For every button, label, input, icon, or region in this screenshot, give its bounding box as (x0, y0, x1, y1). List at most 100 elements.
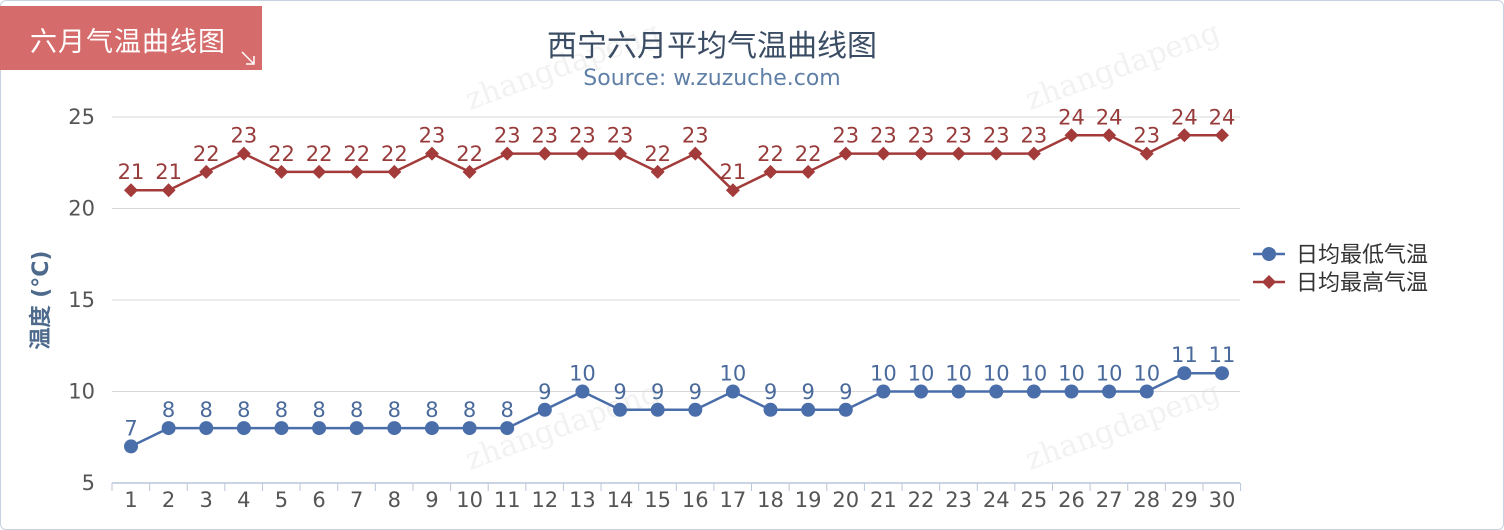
y-tick-label: 15 (68, 288, 95, 312)
arrow-down-right-icon (241, 51, 255, 65)
low-temp-label: 11 (1209, 343, 1236, 367)
high-temp-point (650, 164, 665, 179)
low-temp-label: 10 (1133, 362, 1160, 386)
low-temp-point (349, 421, 364, 436)
high-temp-label: 21 (118, 160, 145, 184)
x-axis: 1 2 3 4 5 6 7 8 9 10 11 12 13 14 15 16 17 18 19 20 21 22 23 24 2… (111, 482, 1242, 512)
x-tick-label: 6 (312, 488, 325, 512)
x-tick-label: 17 (720, 488, 747, 512)
x-tick-label: 25 (1021, 488, 1048, 512)
high-temp-point (500, 146, 515, 161)
high-temp-label: 23 (832, 124, 859, 148)
legend-label: 日均最高气温 (1296, 271, 1428, 296)
high-temp-label: 23 (682, 124, 709, 148)
low-temp-point (801, 402, 816, 417)
x-tick-label: 21 (870, 488, 897, 512)
low-temp-point (161, 421, 176, 436)
x-tick-label: 1 (124, 488, 137, 512)
chart-title: 西宁六月平均气温曲线图 (547, 29, 877, 64)
high-temp-point (236, 146, 251, 161)
x-tick-label: 29 (1171, 488, 1198, 512)
high-temp-label: 23 (607, 124, 634, 148)
y-tick-label: 25 (68, 105, 95, 129)
low-temp-point (1102, 384, 1117, 399)
high-temp-label: 22 (306, 142, 333, 166)
x-tick-label: 28 (1133, 488, 1160, 512)
high-temp-label: 22 (343, 142, 370, 166)
x-tick-label: 30 (1209, 488, 1236, 512)
high-temp-point (349, 164, 364, 179)
low-temp-point (989, 384, 1004, 399)
low-temp-label: 8 (425, 398, 438, 422)
low-temp-label: 10 (908, 362, 935, 386)
x-tick-label: 8 (388, 488, 401, 512)
low-temp-point (876, 384, 891, 399)
x-tick-label: 15 (644, 488, 671, 512)
low-temp-label: 8 (162, 398, 175, 422)
high-temp-label: 23 (1021, 124, 1048, 148)
high-temp-point (199, 164, 214, 179)
x-tick-label: 16 (682, 488, 709, 512)
high-temp-label: 23 (945, 124, 972, 148)
high-temp-label: 22 (456, 142, 483, 166)
low-temp-label: 11 (1171, 343, 1198, 367)
low-temp-point (1177, 366, 1192, 381)
x-tick-label: 14 (607, 488, 634, 512)
y-axis-ticks: 5 10 15 20 25 (68, 105, 95, 495)
low-temp-point (124, 439, 138, 454)
low-temp-label: 9 (839, 380, 852, 404)
high-temp-point (763, 164, 778, 179)
low-temp-point (838, 402, 853, 417)
low-temp-label: 7 (124, 416, 137, 440)
y-tick-label: 5 (82, 471, 95, 495)
high-temp-point (1026, 146, 1041, 161)
x-tick-label: 4 (237, 488, 250, 512)
low-temp-point (274, 421, 289, 436)
high-temp-point (312, 164, 327, 179)
low-temp-label: 10 (870, 362, 897, 386)
low-temp-point (1214, 366, 1229, 381)
x-tick-label: 11 (494, 488, 521, 512)
low-temp-label: 9 (764, 380, 777, 404)
high-temp-label: 24 (1171, 105, 1198, 129)
low-temp-point (725, 384, 740, 399)
low-temp-point (914, 384, 929, 399)
high-temp-point (161, 183, 176, 198)
x-tick-label: 23 (945, 488, 972, 512)
x-tick-label: 12 (531, 488, 558, 512)
low-temp-label: 10 (1096, 362, 1123, 386)
chart-subtitle: Source: w.zuzuche.com (583, 66, 840, 91)
tab-label: 六月气温曲线图 (30, 27, 226, 58)
low-temp-point (951, 384, 966, 399)
high-temp-point (387, 164, 402, 179)
x-tick-label: 2 (162, 488, 175, 512)
low-temp-label: 8 (312, 398, 325, 422)
high-temp-point (1177, 128, 1192, 143)
x-tick-label: 26 (1058, 488, 1085, 512)
x-tick-label: 13 (569, 488, 596, 512)
high-temp-label: 22 (644, 142, 671, 166)
high-temp-label: 22 (757, 142, 784, 166)
low-temp-point (462, 421, 477, 436)
x-tick-label: 3 (200, 488, 213, 512)
high-temp-label: 24 (1209, 105, 1236, 129)
x-tick-label: 10 (456, 488, 483, 512)
low-temp-label: 9 (613, 380, 626, 404)
chart-tab[interactable]: 六月气温曲线图 (0, 6, 262, 70)
low-temp-label: 10 (1021, 362, 1048, 386)
low-temp-point (1139, 384, 1154, 399)
x-tick-label: 9 (425, 488, 438, 512)
x-tick-label: 19 (795, 488, 822, 512)
low-temp-point (613, 402, 628, 417)
high-temp-point (424, 146, 439, 161)
low-temp-point (1064, 384, 1079, 399)
series-layer (124, 128, 1229, 454)
high-temp-point (462, 164, 477, 179)
low-temp-label: 10 (1058, 362, 1085, 386)
high-temp-point (1214, 128, 1229, 143)
high-temp-label: 21 (155, 160, 182, 184)
low-temp-label: 8 (237, 398, 250, 422)
